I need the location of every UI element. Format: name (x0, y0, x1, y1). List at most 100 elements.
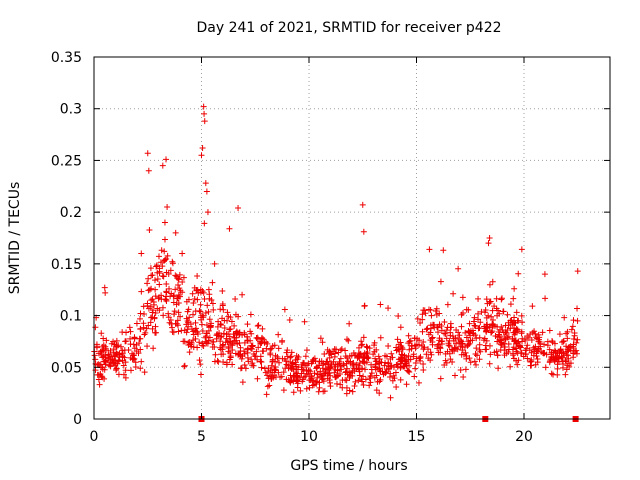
data-point (161, 236, 168, 243)
data-point (105, 351, 112, 358)
data-point (237, 344, 244, 351)
data-point (245, 358, 252, 365)
data-point (239, 331, 246, 338)
data-point (229, 339, 236, 346)
data-point (131, 334, 138, 341)
data-point (98, 373, 105, 380)
data-point (373, 346, 380, 353)
data-point (560, 338, 567, 345)
data-point (486, 342, 493, 349)
data-point (442, 350, 449, 357)
data-point (101, 284, 108, 291)
data-point (92, 356, 99, 363)
x-tick-label: 15 (408, 429, 426, 445)
data-point (429, 334, 436, 341)
y-tick-label: 0.05 (51, 360, 82, 376)
data-point (481, 335, 488, 342)
data-point (486, 235, 493, 241)
data-point (524, 333, 531, 340)
data-point (512, 328, 519, 335)
data-point (460, 374, 467, 381)
data-point (103, 347, 110, 354)
data-point (174, 295, 181, 302)
data-point (119, 357, 126, 364)
data-point (198, 321, 205, 328)
data-point (241, 350, 248, 357)
data-point (191, 296, 198, 303)
data-point (412, 365, 419, 372)
data-point (127, 328, 134, 335)
data-point (244, 321, 251, 328)
data-point (170, 329, 177, 336)
data-point (155, 295, 162, 302)
data-point (345, 358, 352, 365)
data-point (452, 334, 459, 341)
data-point (204, 302, 211, 309)
data-point (239, 291, 246, 298)
data-point (283, 361, 290, 368)
data-point (350, 362, 357, 369)
data-point (218, 333, 225, 340)
data-point (102, 352, 109, 359)
data-point (136, 315, 143, 322)
data-point (405, 356, 412, 363)
data-point (281, 356, 288, 363)
data-point (470, 318, 477, 325)
data-point (144, 302, 151, 309)
data-point (186, 314, 193, 321)
tick-labels: 0 5 10 15 20 0 0.05 0.1 0.15 0.2 0.25 0.3 0.35 (51, 50, 533, 445)
data-point (458, 323, 465, 330)
data-point (142, 329, 149, 336)
data-point (168, 290, 175, 297)
data-point (498, 341, 505, 348)
data-point (293, 352, 300, 359)
data-point (476, 325, 483, 332)
data-point (420, 361, 427, 368)
data-point (542, 295, 549, 302)
data-point (564, 335, 571, 342)
data-point (186, 349, 193, 356)
data-point (467, 329, 474, 336)
data-point (206, 295, 213, 302)
data-point (436, 335, 443, 342)
data-point (277, 374, 284, 381)
data-point (381, 362, 388, 369)
data-point (385, 365, 392, 372)
data-point (176, 285, 183, 292)
data-point (349, 388, 356, 395)
data-point (562, 357, 569, 364)
data-point (455, 329, 462, 336)
data-point (257, 353, 264, 360)
data-point (332, 374, 339, 381)
data-point (158, 292, 165, 299)
data-point (200, 103, 207, 110)
data-point (359, 341, 366, 348)
data-point (203, 333, 210, 340)
data-point (570, 345, 577, 352)
data-point (467, 359, 474, 366)
data-point (149, 307, 156, 314)
data-point (193, 325, 200, 332)
data-point (414, 315, 421, 322)
data-point (528, 356, 535, 363)
data-point (500, 308, 507, 315)
data-point (238, 355, 245, 362)
data-point (192, 335, 199, 342)
data-point (418, 342, 425, 349)
data-point (438, 327, 445, 334)
data-point (376, 390, 383, 397)
data-point (275, 331, 282, 338)
data-point (153, 263, 160, 270)
data-point (485, 240, 492, 247)
data-point (546, 346, 553, 353)
data-point (361, 302, 368, 309)
data-point (204, 209, 211, 216)
data-point (140, 320, 147, 327)
data-point (574, 268, 581, 275)
data-point (465, 338, 472, 345)
data-point (519, 319, 526, 326)
data-point (474, 310, 481, 317)
data-point (491, 303, 498, 310)
data-point (377, 334, 384, 341)
